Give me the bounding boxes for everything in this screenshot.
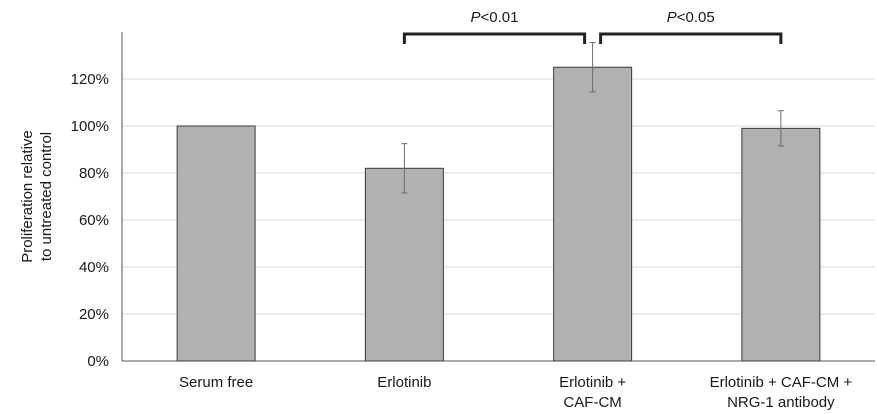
x-category-label: Erlotinib + CAF-CM (559, 374, 626, 411)
bar (176, 125, 256, 362)
y-tick-labels: 0% 20% 40% 60% 80% 100% 120% (71, 71, 109, 370)
x-category-label-line: NRG-1 antibody (727, 394, 835, 411)
significance-label: P<0.01 (471, 9, 519, 26)
x-category-label-line: Erlotinib + CAF-CM + (710, 374, 853, 391)
x-category-label: Erlotinib + CAF-CM + NRG-1 antibody (710, 374, 853, 411)
bar (553, 66, 633, 362)
x-category-label-line: CAF-CM (563, 394, 621, 411)
x-category-label-line: Erlotinib (377, 374, 431, 391)
p-value: <0.05 (677, 9, 715, 26)
significance-brackets: P<0.01 P<0.05 (402, 9, 783, 44)
y-axis-title-line: to untreated control (38, 132, 55, 261)
x-category-label: Serum free (179, 374, 253, 391)
y-tick-label: 120% (71, 71, 109, 88)
p-value: <0.01 (481, 9, 519, 26)
bars (176, 66, 821, 362)
y-tick-label: 20% (79, 306, 109, 323)
significance-label: P<0.05 (667, 9, 715, 26)
p-symbol: P (471, 9, 481, 26)
significance-bracket (402, 32, 587, 44)
bar (741, 127, 821, 362)
y-tick-label: 80% (79, 165, 109, 182)
x-category-label-line: Serum free (179, 374, 253, 391)
y-tick-label: 40% (79, 259, 109, 276)
x-category-labels: Serum free Erlotinib Erlotinib + CAF-CMErlo… (179, 374, 852, 411)
x-category-label-line: Erlotinib + (559, 374, 626, 391)
significance-bracket (599, 32, 783, 44)
error-bars (401, 42, 784, 194)
y-tick-label: 0% (87, 353, 109, 370)
y-axis-title: Proliferation relative to untreated contr… (19, 130, 55, 263)
p-symbol: P (667, 9, 677, 26)
y-axis-label: Proliferation relative to untreated contr… (19, 130, 55, 263)
y-tick-label: 100% (71, 118, 109, 135)
y-axis-title-line: Proliferation relative (19, 130, 36, 263)
y-tick-label: 60% (79, 212, 109, 229)
bar (364, 167, 444, 362)
x-category-label: Erlotinib (377, 374, 431, 391)
